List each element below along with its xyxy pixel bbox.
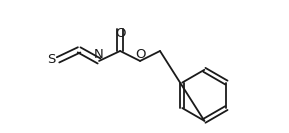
Text: O: O <box>115 27 125 40</box>
Text: S: S <box>47 53 56 66</box>
Text: O: O <box>135 48 146 61</box>
Text: N: N <box>94 48 104 61</box>
